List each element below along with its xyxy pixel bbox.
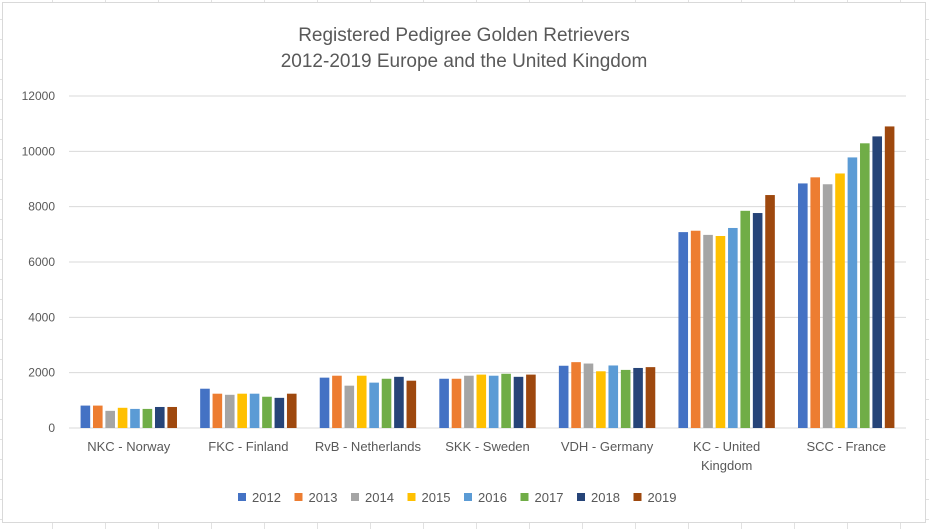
y-tick-label: 10000	[22, 144, 56, 158]
legend-swatch	[577, 493, 585, 501]
category-label: KC - United	[693, 439, 760, 454]
bar-chart: Registered Pedigree Golden Retrievers 201…	[22, 25, 906, 505]
bar-2015	[835, 173, 845, 428]
bar-2017	[142, 408, 153, 428]
bar-2019	[765, 195, 775, 428]
bar-2014	[703, 234, 713, 428]
bar-2018	[513, 376, 524, 428]
bar-2014	[344, 385, 355, 428]
bar-2016	[608, 365, 619, 428]
bar-2014	[464, 375, 474, 428]
bar-2018	[752, 213, 763, 428]
bar-2012	[439, 378, 449, 428]
legend-label: 2016	[478, 490, 507, 505]
bar-2013	[690, 230, 701, 428]
category-label: VDH - Germany	[561, 439, 654, 454]
bar-2012	[80, 405, 91, 428]
bar-2014	[583, 363, 594, 428]
bar-2015	[117, 407, 128, 428]
legend-label: 2018	[591, 490, 620, 505]
bar-2013	[332, 375, 342, 428]
category-label: SKK - Sweden	[445, 439, 530, 454]
bar-2019	[286, 393, 297, 428]
bar-2012	[798, 183, 808, 428]
legend-label: 2012	[252, 490, 281, 505]
bar-2013	[810, 177, 821, 428]
bar-2015	[596, 371, 606, 428]
bar-2019	[884, 126, 895, 428]
bar-2019	[406, 380, 417, 428]
bar-2016	[130, 408, 140, 428]
bar-2018	[633, 367, 643, 428]
bar-2013	[212, 393, 223, 428]
legend-swatch	[464, 493, 472, 501]
bar-2017	[381, 378, 392, 428]
legend-swatch	[351, 493, 359, 501]
bar-2018	[154, 406, 165, 428]
y-tick-label: 8000	[28, 200, 55, 214]
bar-2012	[200, 388, 210, 428]
bar-2016	[728, 227, 738, 428]
bar-2019	[645, 367, 656, 428]
bar-2014	[822, 184, 833, 428]
bar-2016	[847, 157, 858, 429]
y-tick-label: 2000	[28, 366, 55, 380]
bar-2012	[558, 365, 569, 428]
legend-label: 2014	[365, 490, 394, 505]
bar-2014	[224, 394, 235, 428]
category-label: SCC - France	[806, 439, 885, 454]
y-tick-label: 0	[48, 421, 55, 435]
bar-2018	[394, 376, 404, 428]
category-label: Kingdom	[701, 458, 752, 473]
legend-label: 2013	[309, 490, 338, 505]
bar-2015	[356, 375, 367, 428]
bar-2018	[872, 136, 883, 429]
y-tick-label: 4000	[28, 310, 55, 324]
bar-2016	[488, 375, 499, 428]
bar-2017	[860, 143, 870, 428]
legend-swatch	[520, 493, 529, 501]
legend-swatch	[238, 493, 246, 501]
bar-2017	[501, 373, 511, 428]
category-label: RvB - Netherlands	[315, 439, 422, 454]
bar-2017	[740, 210, 751, 428]
y-tick-label: 6000	[28, 255, 55, 269]
category-label: FKC - Finland	[208, 439, 288, 454]
bar-2014	[105, 410, 115, 428]
bar-2012	[319, 377, 330, 428]
bar-2015	[237, 393, 247, 428]
legend-swatch	[633, 493, 642, 501]
category-label: NKC - Norway	[87, 439, 171, 454]
bar-2012	[678, 232, 689, 428]
bar-2017	[620, 369, 631, 428]
chart-title: Registered Pedigree Golden Retrievers	[298, 25, 630, 46]
legend-label: 2015	[422, 490, 451, 505]
legend-swatch	[294, 493, 303, 501]
legend-label: 2017	[535, 490, 564, 505]
bar-2019	[526, 374, 536, 428]
bar-2017	[262, 396, 272, 428]
bar-2013	[92, 405, 103, 428]
bar-2013	[451, 378, 462, 428]
chart-title: 2012-2019 Europe and the United Kingdom	[281, 51, 648, 72]
y-tick-label: 12000	[22, 89, 56, 103]
bar-2016	[249, 393, 260, 428]
legend-swatch	[407, 493, 416, 501]
bar-2015	[476, 374, 487, 428]
legend-label: 2019	[648, 490, 677, 505]
chart[interactable]: Registered Pedigree Golden Retrievers 201…	[2, 2, 926, 523]
bar-2018	[274, 397, 285, 428]
bar-2016	[369, 382, 379, 428]
bar-2015	[715, 235, 726, 428]
bar-2013	[571, 362, 581, 428]
bar-2019	[167, 406, 177, 428]
